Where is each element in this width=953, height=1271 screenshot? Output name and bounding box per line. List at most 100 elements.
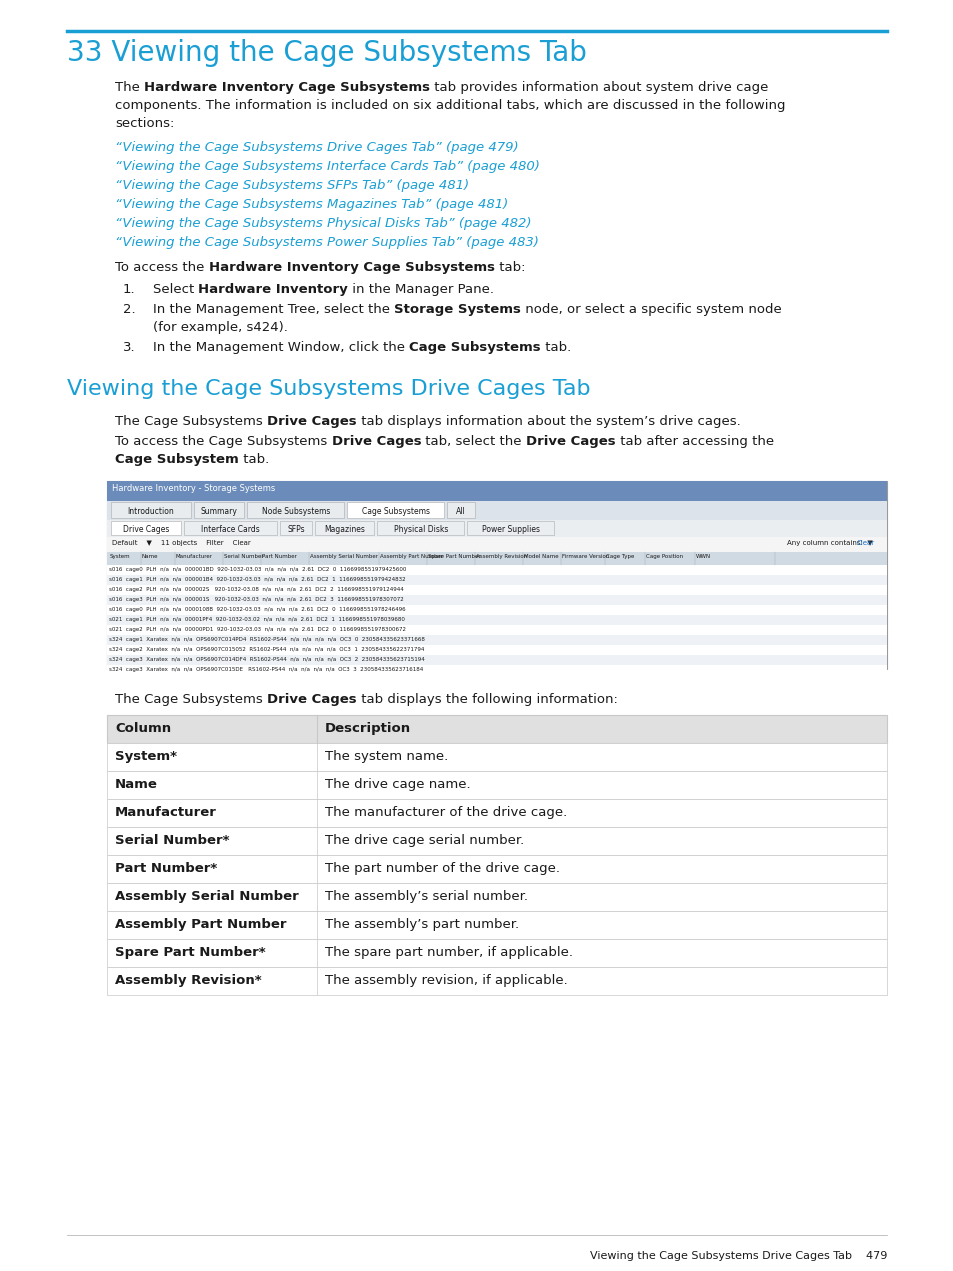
Text: 2.: 2. <box>123 302 135 316</box>
Text: s016  cage0  PLH  n/a  n/a  000001BD  920-1032-03.03  n/a  n/a  n/a  2.61  DC2  : s016 cage0 PLH n/a n/a 000001BD 920-1032… <box>109 567 406 572</box>
Text: The drive cage name.: The drive cage name. <box>325 778 470 791</box>
Text: s324  cage1  Xaratex  n/a  n/a  OPS6907C014PD4  RS1602-PS44  n/a  n/a  n/a  n/a : s324 cage1 Xaratex n/a n/a OPS6907C014PD… <box>109 637 424 642</box>
Text: s016  cage1  PLH  n/a  n/a  000001B4  920-1032-03.03  n/a  n/a  n/a  2.61  DC2  : s016 cage1 PLH n/a n/a 000001B4 920-1032… <box>109 577 405 582</box>
Text: Manufacturer: Manufacturer <box>115 806 216 819</box>
Text: The: The <box>115 81 144 94</box>
Text: System: System <box>110 554 131 559</box>
Text: s021  cage1  PLH  n/a  n/a  00001PF4  920-1032-03.02  n/a  n/a  n/a  2.61  DC2  : s021 cage1 PLH n/a n/a 00001PF4 920-1032… <box>109 616 404 622</box>
Text: “Viewing the Cage Subsystems Magazines Tab” (page 481): “Viewing the Cage Subsystems Magazines T… <box>115 198 508 211</box>
Text: 1.: 1. <box>123 283 135 296</box>
Text: Drive Cages: Drive Cages <box>123 525 170 534</box>
Text: Power Supplies: Power Supplies <box>481 525 539 534</box>
Text: All: All <box>456 507 465 516</box>
Text: Column: Column <box>115 722 171 735</box>
Bar <box>107 799 886 827</box>
Text: Manufacturer: Manufacturer <box>175 554 213 559</box>
Text: Drive Cages: Drive Cages <box>331 435 420 447</box>
Text: sections:: sections: <box>115 117 174 130</box>
Text: Part Number: Part Number <box>262 554 296 559</box>
Text: The assembly’s serial number.: The assembly’s serial number. <box>325 890 527 902</box>
Text: The manufacturer of the drive cage.: The manufacturer of the drive cage. <box>325 806 567 819</box>
Bar <box>107 665 886 675</box>
Text: Spare Part Number: Spare Part Number <box>428 554 480 559</box>
Bar <box>107 655 886 665</box>
Text: Viewing the Cage Subsystems Drive Cages Tab    479: Viewing the Cage Subsystems Drive Cages … <box>589 1251 886 1261</box>
Text: tab after accessing the: tab after accessing the <box>615 435 773 447</box>
FancyBboxPatch shape <box>247 502 344 519</box>
Bar <box>107 636 886 644</box>
Text: Default    ▼    11 objects    Filter    Clear: Default ▼ 11 objects Filter Clear <box>112 540 251 547</box>
Bar <box>107 520 886 538</box>
Bar <box>107 716 886 744</box>
Text: Introduction: Introduction <box>128 507 174 516</box>
Bar <box>107 615 886 625</box>
Text: Drive Cages: Drive Cages <box>267 416 356 428</box>
FancyBboxPatch shape <box>467 521 554 535</box>
Text: tab provides information about system drive cage: tab provides information about system dr… <box>430 81 768 94</box>
Text: Assembly Part Number: Assembly Part Number <box>115 918 286 930</box>
Text: System*: System* <box>115 750 177 763</box>
Text: Viewing the Cage Subsystems Drive Cages Tab: Viewing the Cage Subsystems Drive Cages … <box>67 379 590 399</box>
Text: Magazines: Magazines <box>324 525 365 534</box>
Text: The spare part number, if applicable.: The spare part number, if applicable. <box>325 946 573 960</box>
Text: tab displays information about the system’s drive cages.: tab displays information about the syste… <box>356 416 740 428</box>
Text: Cage Subsystem: Cage Subsystem <box>115 452 238 466</box>
Text: Hardware Inventory - Storage Systems: Hardware Inventory - Storage Systems <box>112 484 275 493</box>
Text: s324  cage3  Xaratex  n/a  n/a  OPS6907C015DE   RS1602-PS44  n/a  n/a  n/a  n/a : s324 cage3 Xaratex n/a n/a OPS6907C015DE… <box>109 666 423 671</box>
Text: Hardware Inventory Cage Subsystems: Hardware Inventory Cage Subsystems <box>144 81 430 94</box>
Bar <box>107 883 886 911</box>
Text: The part number of the drive cage.: The part number of the drive cage. <box>325 862 559 874</box>
FancyBboxPatch shape <box>184 521 276 535</box>
Text: Assembly Serial Number: Assembly Serial Number <box>310 554 377 559</box>
Bar <box>107 644 886 655</box>
FancyBboxPatch shape <box>193 502 244 519</box>
Text: To access the Cage Subsystems: To access the Cage Subsystems <box>115 435 331 447</box>
Text: Select: Select <box>152 283 198 296</box>
Text: The system name.: The system name. <box>325 750 448 763</box>
FancyBboxPatch shape <box>377 521 464 535</box>
Text: 33 Viewing the Cage Subsystems Tab: 33 Viewing the Cage Subsystems Tab <box>67 39 586 67</box>
Text: Serial Number*: Serial Number* <box>115 834 230 846</box>
Text: “Viewing the Cage Subsystems Physical Disks Tab” (page 482): “Viewing the Cage Subsystems Physical Di… <box>115 217 531 230</box>
Text: “Viewing the Cage Subsystems Drive Cages Tab” (page 479): “Viewing the Cage Subsystems Drive Cages… <box>115 141 518 154</box>
Text: s324  cage3  Xaratex  n/a  n/a  OPS6907C014DF4  RS1602-PS44  n/a  n/a  n/a  n/a : s324 cage3 Xaratex n/a n/a OPS6907C014DF… <box>109 657 424 661</box>
Text: Assembly Part Number: Assembly Part Number <box>379 554 443 559</box>
Text: WWN: WWN <box>696 554 710 559</box>
Bar <box>107 967 886 995</box>
Text: (for example, s424).: (for example, s424). <box>152 322 288 334</box>
Bar <box>107 585 886 595</box>
Bar <box>107 480 886 669</box>
Text: “Viewing the Cage Subsystems Power Supplies Tab” (page 483): “Viewing the Cage Subsystems Power Suppl… <box>115 236 538 249</box>
Text: Hardware Inventory: Hardware Inventory <box>198 283 348 296</box>
Text: “Viewing the Cage Subsystems SFPs Tab” (page 481): “Viewing the Cage Subsystems SFPs Tab” (… <box>115 179 469 192</box>
Text: The Cage Subsystems: The Cage Subsystems <box>115 693 267 705</box>
Text: Drive Cages: Drive Cages <box>525 435 615 447</box>
Bar <box>107 501 886 520</box>
Text: Model Name: Model Name <box>523 554 558 559</box>
Text: Assembly Revision*: Assembly Revision* <box>115 974 261 988</box>
Text: tab.: tab. <box>540 341 571 355</box>
FancyBboxPatch shape <box>111 521 181 535</box>
Bar <box>107 911 886 939</box>
Text: Spare Part Number*: Spare Part Number* <box>115 946 265 960</box>
Text: Node Subsystems: Node Subsystems <box>261 507 330 516</box>
Text: Storage Systems: Storage Systems <box>394 302 520 316</box>
Bar <box>107 939 886 967</box>
Text: The assembly’s part number.: The assembly’s part number. <box>325 918 518 930</box>
Bar <box>107 855 886 883</box>
Text: Interface Cards: Interface Cards <box>201 525 260 534</box>
Text: Cage Position: Cage Position <box>645 554 682 559</box>
Bar <box>107 480 886 501</box>
Text: Assembly Revision: Assembly Revision <box>476 554 527 559</box>
Text: tab:: tab: <box>494 261 524 275</box>
Text: SFPs: SFPs <box>287 525 305 534</box>
FancyBboxPatch shape <box>447 502 474 519</box>
Text: The drive cage serial number.: The drive cage serial number. <box>325 834 524 846</box>
Text: s021  cage2  PLH  n/a  n/a  00000PD1  920-1032-03.03  n/a  n/a  n/a  2.61  DC2  : s021 cage2 PLH n/a n/a 00000PD1 920-1032… <box>109 627 406 632</box>
Text: Hardware Inventory Cage Subsystems: Hardware Inventory Cage Subsystems <box>209 261 494 275</box>
Text: tab.: tab. <box>238 452 269 466</box>
Text: 3.: 3. <box>123 341 135 355</box>
Bar <box>107 625 886 636</box>
Text: s016  cage3  PLH  n/a  n/a  000001S   920-1032-03.03  n/a  n/a  n/a  2.61  DC2  : s016 cage3 PLH n/a n/a 000001S 920-1032-… <box>109 596 403 601</box>
Text: Description: Description <box>325 722 411 735</box>
